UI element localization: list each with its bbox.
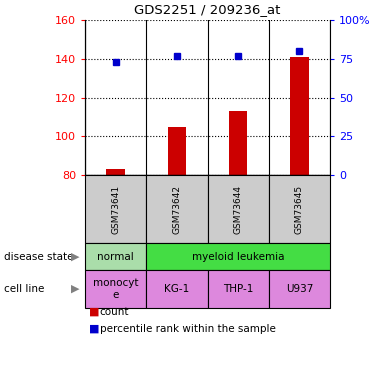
Text: ■: ■ (89, 324, 99, 334)
Text: ▶: ▶ (71, 252, 80, 261)
Text: GSM73644: GSM73644 (233, 184, 243, 234)
Bar (107, 169, 125, 175)
Bar (85, 175, 146, 243)
Bar (208, 270, 269, 308)
Text: GSM73641: GSM73641 (111, 184, 120, 234)
Bar (85, 243, 146, 270)
Bar (85, 270, 146, 308)
Bar (146, 270, 208, 308)
Bar (208, 175, 269, 243)
Bar (168, 127, 186, 175)
Bar (269, 270, 330, 308)
Text: KG-1: KG-1 (164, 284, 189, 294)
Title: GDS2251 / 209236_at: GDS2251 / 209236_at (134, 3, 281, 16)
Text: percentile rank within the sample: percentile rank within the sample (100, 324, 276, 334)
Text: disease state: disease state (4, 252, 73, 261)
Text: GSM73645: GSM73645 (295, 184, 304, 234)
Bar (290, 57, 309, 175)
Text: normal: normal (97, 252, 134, 261)
Text: U937: U937 (286, 284, 313, 294)
Text: myeloid leukemia: myeloid leukemia (192, 252, 285, 261)
Text: cell line: cell line (4, 284, 44, 294)
Bar (146, 175, 208, 243)
Text: THP-1: THP-1 (223, 284, 253, 294)
Text: GSM73642: GSM73642 (172, 184, 181, 234)
Bar (229, 111, 247, 175)
Text: ■: ■ (89, 307, 99, 317)
Bar (269, 175, 330, 243)
Text: count: count (100, 307, 129, 317)
Text: monocyt
e: monocyt e (93, 278, 138, 300)
Bar (146, 243, 330, 270)
Text: ▶: ▶ (71, 284, 80, 294)
